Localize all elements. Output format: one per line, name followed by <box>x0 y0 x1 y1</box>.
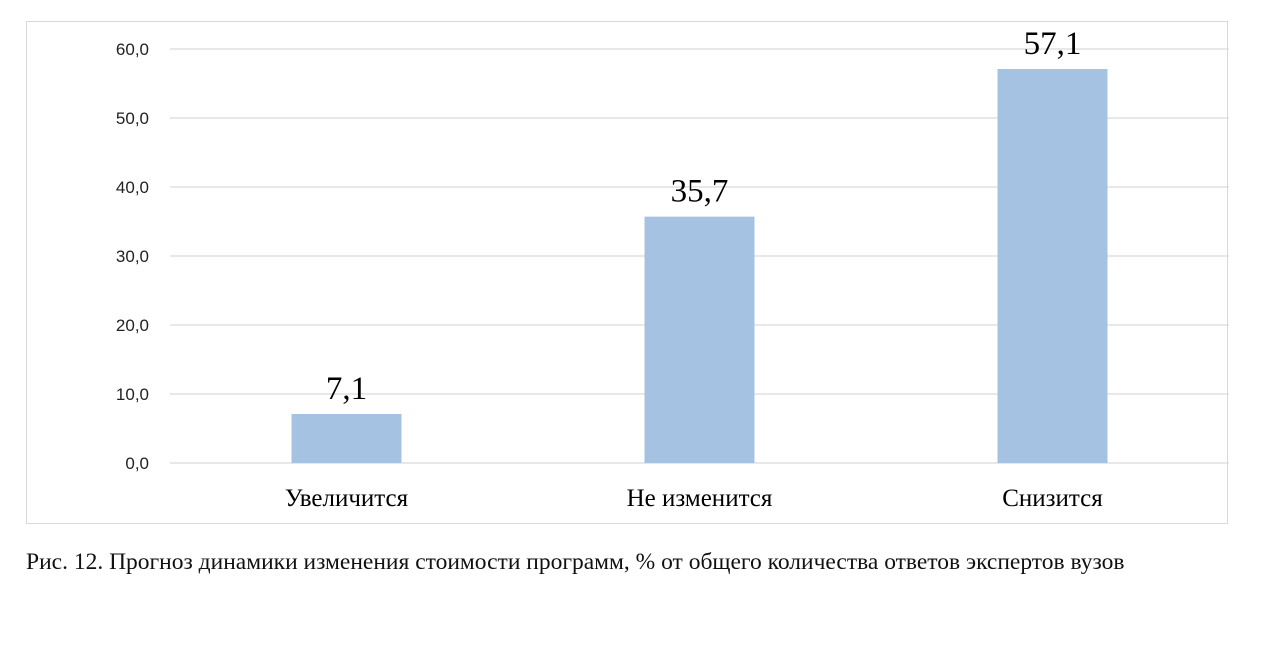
y-tick-label: 40,0 <box>116 178 149 197</box>
y-tick-label: 20,0 <box>116 316 149 335</box>
data-label: 7,1 <box>326 371 367 407</box>
y-tick-label: 60,0 <box>116 40 149 59</box>
chart-frame: 0,0 10,0 20,0 30,0 40,0 50,0 60,0 7,1 Увеличится… <box>26 21 1229 524</box>
y-tick-label: 50,0 <box>116 109 149 128</box>
x-category-label: Увеличится <box>285 485 409 512</box>
y-tick-label: 10,0 <box>116 385 149 404</box>
figure-caption: Рис. 12. Прогноз динамики изменения стои… <box>26 549 1125 575</box>
bar <box>644 216 755 463</box>
bar-chart: 0,0 10,0 20,0 30,0 40,0 50,0 60,0 7,1 Увеличится… <box>116 26 1229 512</box>
bar <box>291 414 402 463</box>
x-category-label: Не изменится <box>627 485 773 512</box>
data-label: 35,7 <box>671 174 729 210</box>
y-tick-label: 0,0 <box>125 454 149 473</box>
y-tick-label: 30,0 <box>116 247 149 266</box>
x-category-label: Снизится <box>1002 485 1103 512</box>
bar <box>997 69 1108 463</box>
data-label: 57,1 <box>1024 26 1082 62</box>
